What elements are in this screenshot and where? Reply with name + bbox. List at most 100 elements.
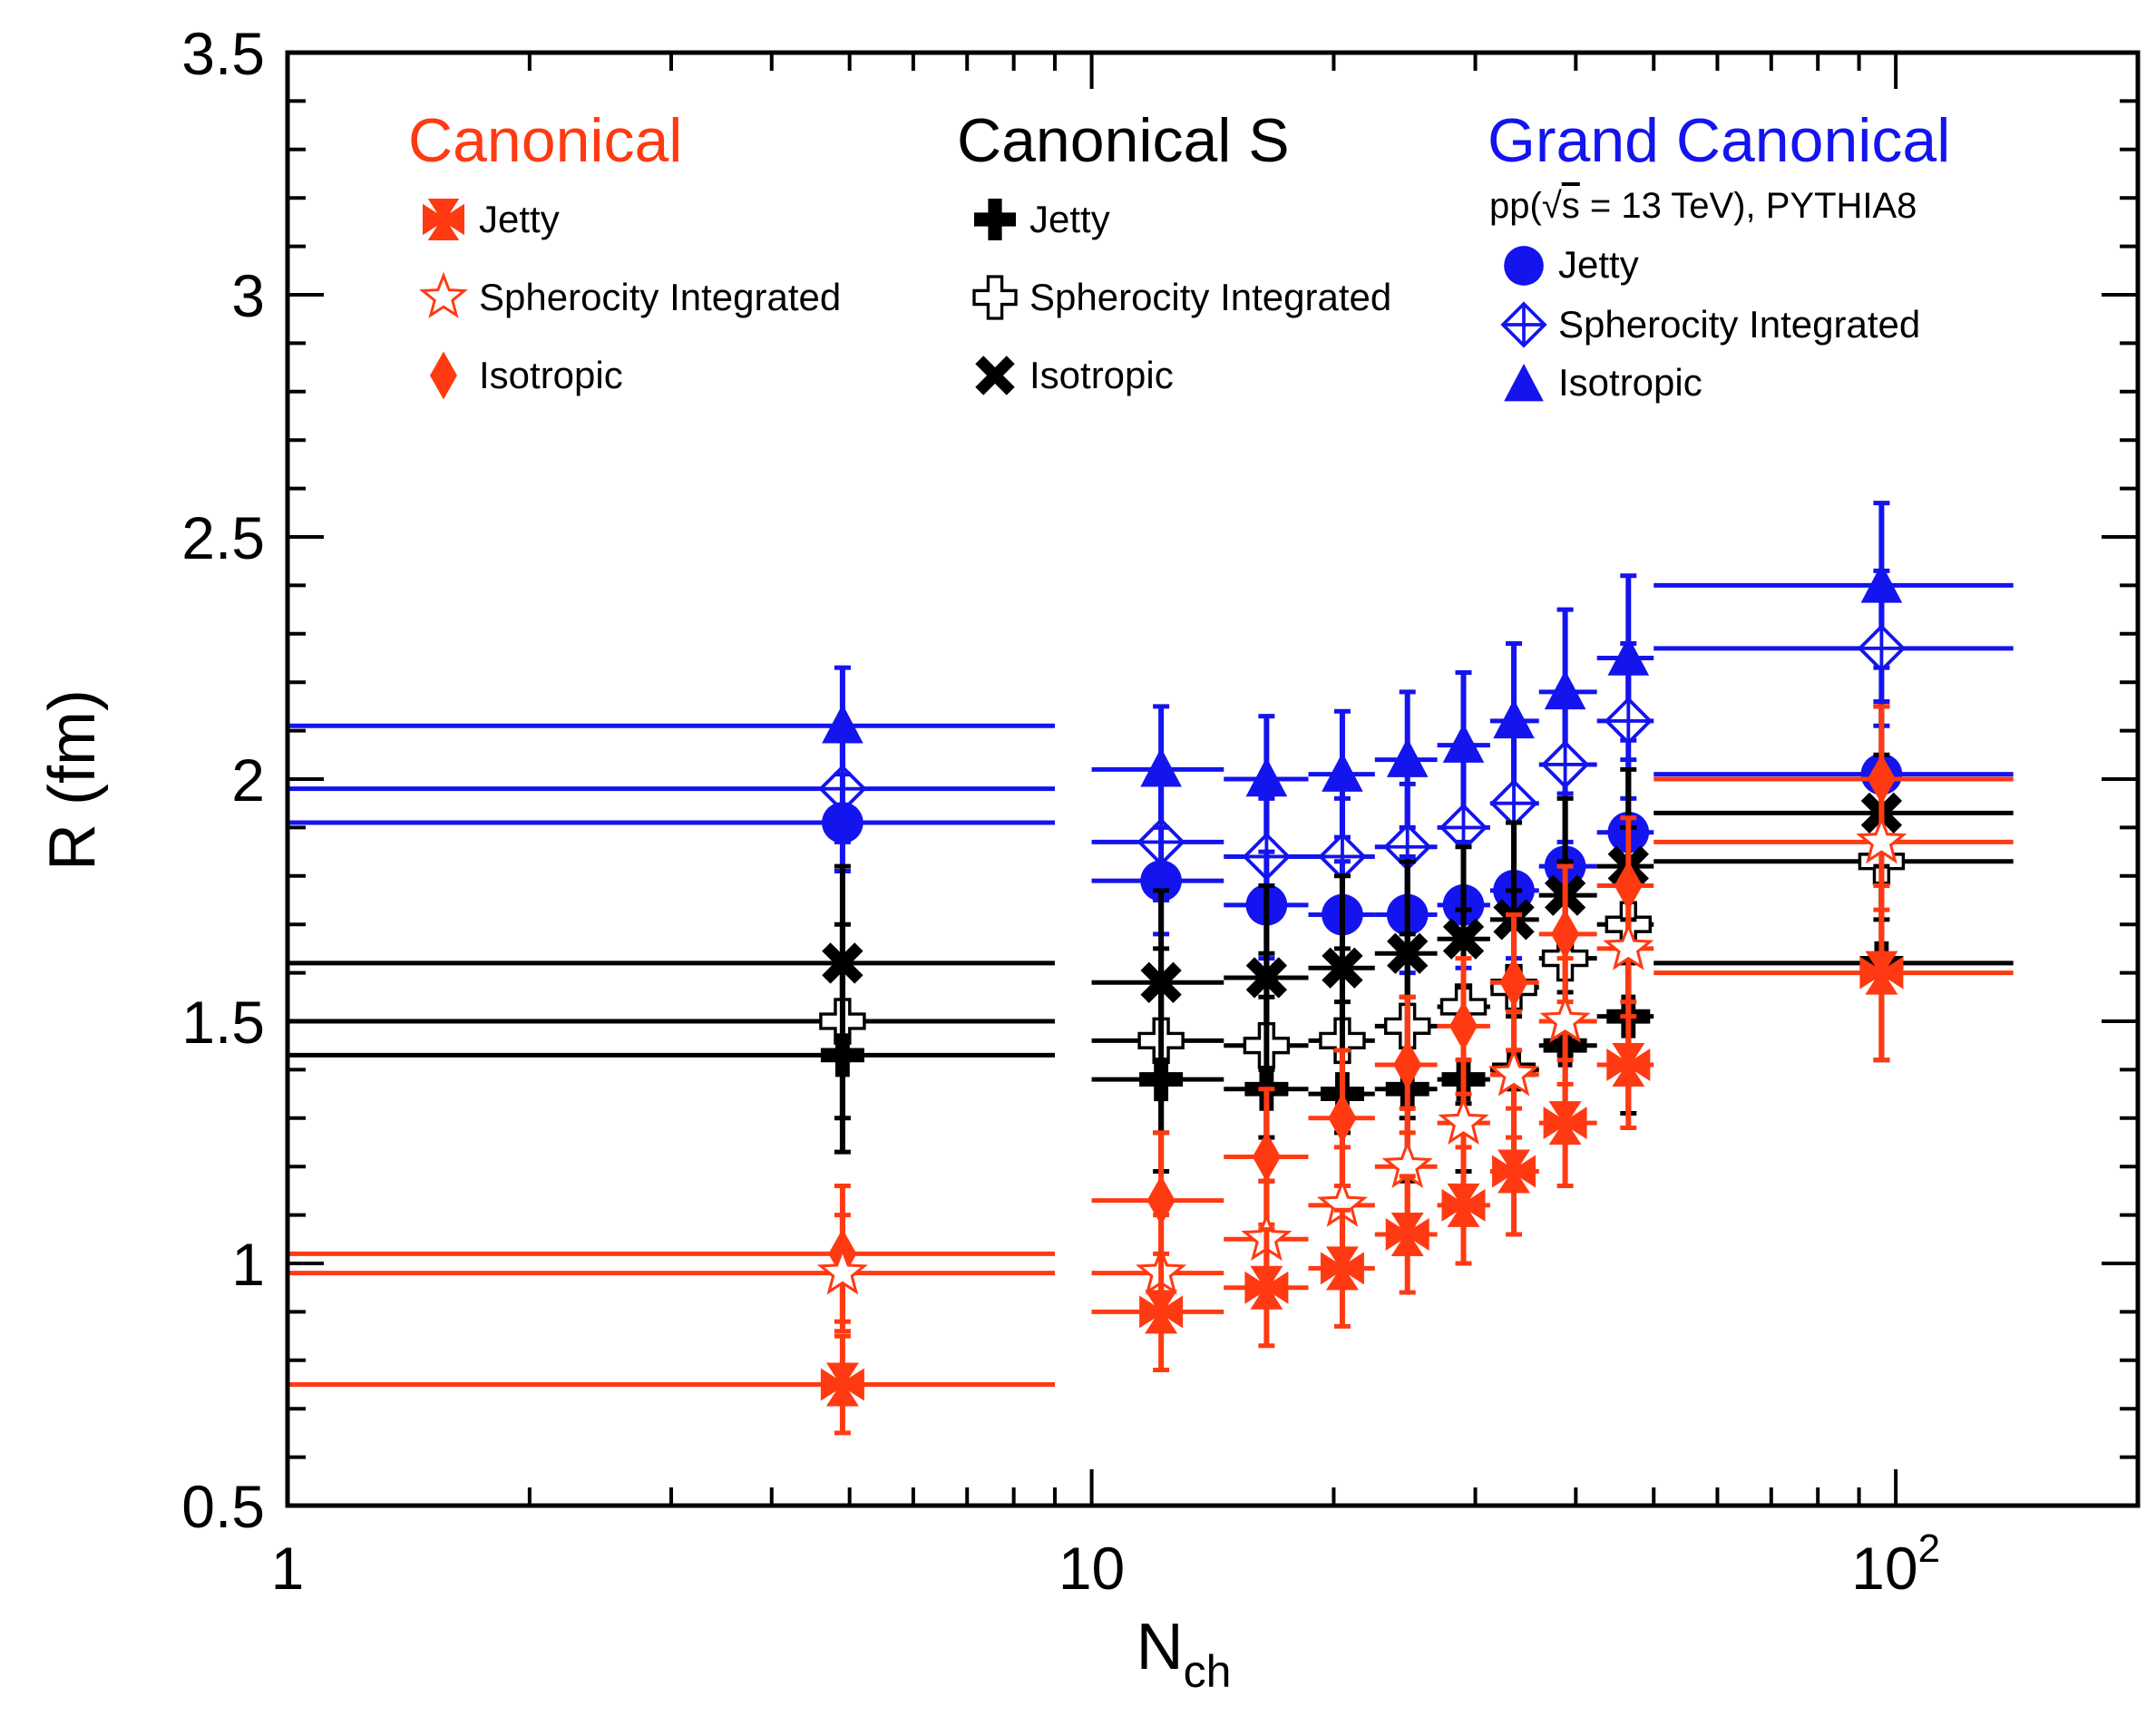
axis-ticks [286, 51, 2140, 1507]
marker-shape [1550, 909, 1580, 960]
legend-subtitle-post: = 13 TeV), PYTHIA8 [1580, 186, 1917, 226]
x-tick-label: 1 [271, 1535, 305, 1602]
data-point [1654, 772, 2014, 912]
marker-shape [1140, 747, 1182, 787]
marker-shape [816, 1246, 868, 1295]
y-tick-label: 3 [231, 262, 265, 329]
marker-shape [1606, 1043, 1651, 1087]
marker-shape [1492, 1149, 1537, 1194]
x-tick-label-exponent: 2 [1918, 1526, 1940, 1571]
marker [1499, 957, 1528, 1008]
marker [820, 1033, 864, 1077]
marker-shape [1140, 860, 1182, 902]
marker-shape [1504, 364, 1544, 402]
data-point [1538, 685, 1597, 844]
x-tick-label: 10 [1058, 1535, 1125, 1602]
series-canonical-isotropic [288, 704, 2014, 1324]
x-axis-label-sub: ch [1184, 1646, 1232, 1697]
marker-shape [975, 356, 1015, 395]
y-tick-label: 2 [231, 746, 265, 814]
data-point [288, 733, 1055, 844]
data-point [288, 1213, 1055, 1334]
marker-shape [1245, 757, 1288, 797]
marker [1543, 1101, 1587, 1146]
data-point [288, 1184, 1055, 1324]
marker [1540, 740, 1590, 789]
legend-marker-canonical [419, 271, 468, 318]
marker [1441, 1183, 1486, 1227]
marker-shape [822, 802, 863, 843]
data-point [1437, 1145, 1490, 1266]
x-tick-label-base: 10 [1851, 1535, 1917, 1602]
marker-shape [1441, 1183, 1486, 1227]
marker-shape [974, 199, 1016, 240]
marker-shape [423, 199, 464, 240]
legend-marker-canonical_s [974, 199, 1016, 240]
data-point [1654, 882, 2014, 1063]
marker-shape [1499, 957, 1528, 1008]
series-canonical-spherocity-integrated [288, 772, 2014, 1334]
marker-shape [1859, 951, 1904, 995]
legend-label-canonical-s-jetty: Jetty [1029, 198, 1110, 240]
marker [1439, 803, 1488, 853]
y-tick-label: 1 [231, 1231, 265, 1298]
data-point [1224, 1087, 1309, 1227]
marker [1859, 951, 1904, 995]
marker-shape [822, 704, 863, 744]
data-point [288, 863, 1055, 1063]
legend-marker-grand_canonical [1504, 246, 1544, 286]
x-tick-label: 102 [1851, 1526, 1940, 1602]
marker-shape [1856, 814, 1907, 864]
marker [1245, 757, 1288, 797]
marker [822, 802, 863, 843]
data-point [1091, 1251, 1224, 1372]
legend-title-grand-canonical: Grand Canonical [1488, 106, 1950, 175]
legend-subtitle: pp(√s = 13 TeV), PYTHIA8 [1489, 186, 1917, 226]
data-point [1596, 999, 1654, 1130]
legend-label-grand-canonical-jetty: Jetty [1558, 243, 1639, 286]
marker [1492, 1149, 1537, 1194]
marker [1489, 778, 1538, 828]
series-canonical-jetty [288, 882, 2014, 1436]
data-point [1091, 704, 1224, 835]
marker [1606, 1043, 1651, 1087]
legend-label-canonical-s-isotropic: Isotropic [1029, 354, 1174, 396]
marker [816, 1246, 868, 1295]
marker-shape [820, 1362, 864, 1407]
y-tick-label: 2.5 [181, 504, 265, 571]
data-point [1654, 568, 2014, 728]
marker-shape [1139, 1058, 1184, 1102]
marker-shape [1438, 1096, 1489, 1145]
marker [1252, 1131, 1281, 1183]
legend-marker-canonical_s [972, 275, 1018, 320]
data-point [1654, 699, 2014, 850]
marker [822, 704, 863, 744]
legend: Canonical Canonical S Grand Canonical pp… [408, 106, 1950, 404]
marker-shape [1539, 994, 1591, 1043]
marker-shape [1493, 698, 1535, 739]
x-tick-label-base: 1 [271, 1535, 305, 1602]
legend-label-grand-canonical-spherocity: Spherocity Integrated [1558, 303, 1920, 346]
marker-shape [820, 1033, 864, 1077]
marker-shape [1442, 723, 1485, 763]
marker [1442, 723, 1485, 763]
marker [1856, 814, 1907, 864]
marker [1385, 1212, 1429, 1256]
marker [1320, 1246, 1364, 1291]
marker [1493, 698, 1535, 739]
marker [1386, 737, 1429, 777]
series-canonical_s-jetty [288, 863, 2014, 1189]
marker [1322, 752, 1363, 792]
marker [1140, 747, 1182, 787]
legend-label-canonical-s-spherocity: Spherocity Integrated [1029, 276, 1391, 318]
marker [1488, 1048, 1540, 1097]
data-point [1654, 704, 2014, 854]
data-point [1654, 863, 2014, 1063]
data-point [1654, 501, 2014, 670]
legend-marker-grand_canonical [1500, 301, 1547, 348]
data-point [1538, 1058, 1597, 1189]
data-point [1224, 1227, 1309, 1349]
marker [820, 1362, 864, 1407]
legend-title-canonical: Canonical [408, 106, 682, 175]
y-axis-label: R (fm) [36, 689, 109, 871]
